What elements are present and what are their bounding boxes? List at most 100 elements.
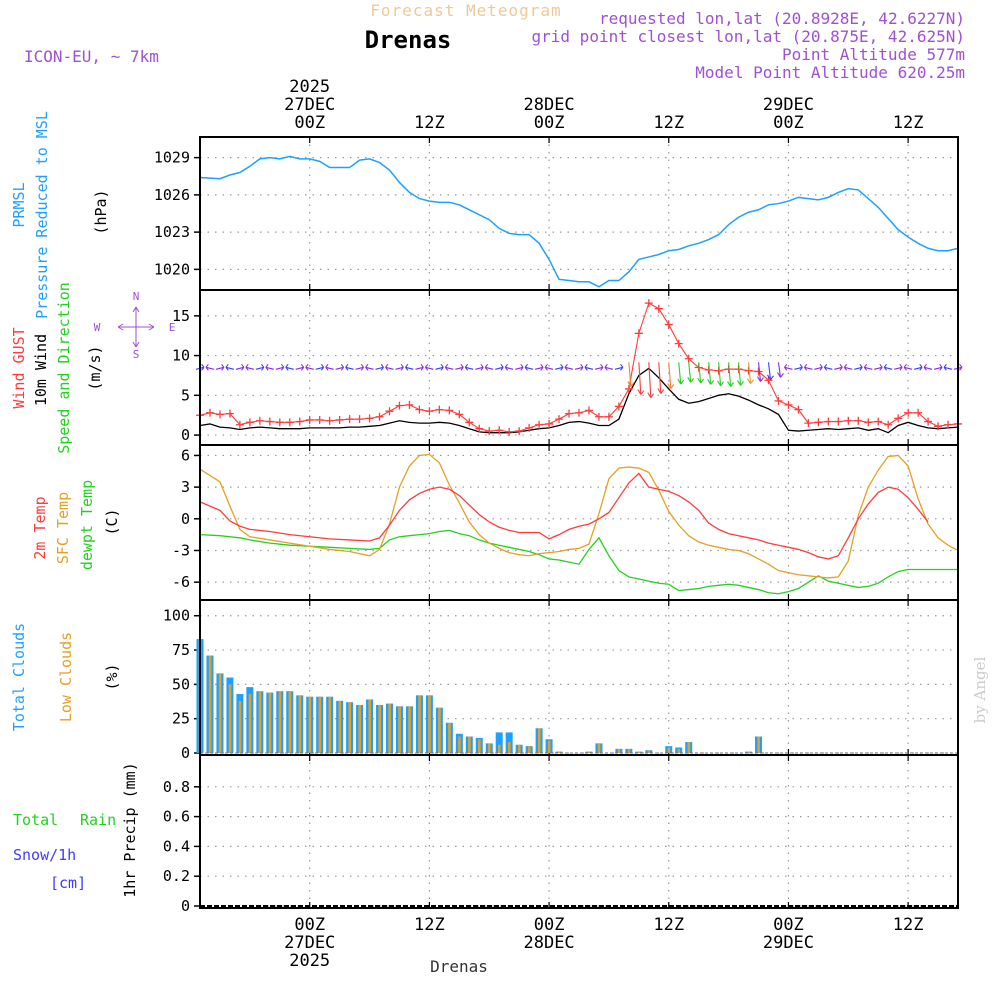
gust-marker (664, 320, 673, 329)
gust-marker (445, 406, 454, 415)
low-cloud-bar (428, 695, 431, 753)
low-cloud-bar (238, 700, 242, 753)
gust-marker (884, 420, 893, 429)
bottom-hour-12z-2: 12Z (893, 915, 924, 935)
gust-marker (904, 408, 913, 417)
wind-arrow (315, 363, 325, 371)
wind-arrow (255, 363, 265, 371)
wind-arrow (677, 362, 685, 385)
gust-marker (844, 416, 853, 425)
wind-arrow (794, 363, 803, 371)
wind-arrow (903, 363, 913, 371)
ytick-temperature-0: -6 (172, 573, 190, 591)
wind-arrow (285, 363, 294, 371)
ytick-pressure-3: 1029 (154, 149, 190, 167)
gust-marker (205, 408, 214, 417)
low-cloud-bar (408, 706, 411, 753)
top-hour-12z-2: 12Z (893, 113, 924, 133)
gust-marker (644, 299, 653, 308)
wind-arrow (647, 362, 655, 399)
panel-pressure: 1020 1023 1026 1029 (154, 137, 959, 290)
gust-marker (345, 415, 354, 424)
low-cloud-bar (747, 751, 750, 753)
low-cloud-bar (438, 707, 441, 753)
ytick-temperature-2: 0 (181, 510, 190, 528)
wind-arrow (504, 363, 514, 371)
gust-marker (854, 416, 863, 425)
gust-marker (565, 409, 574, 418)
wind-arrow (594, 363, 604, 371)
temp-sfc-label: SFC Temp (54, 492, 72, 564)
low-cloud-bar (248, 693, 252, 753)
gust-marker (894, 414, 903, 423)
gust-marker (874, 417, 883, 426)
gust-marker (784, 400, 793, 409)
low-cloud-bar (677, 748, 681, 753)
low-cloud-bar (637, 751, 641, 753)
pressure-label-2: Pressure Reduced to MSL (33, 111, 51, 319)
wind-arrow (614, 363, 624, 371)
gust-marker (395, 401, 404, 410)
low-cloud-bar (368, 699, 371, 753)
panel-frame-temperature (199, 444, 959, 601)
wind-arrow (784, 363, 793, 371)
low-cloud-bar (517, 744, 521, 753)
wind-arrow (843, 363, 853, 371)
ytick-wind-1: 5 (181, 386, 190, 404)
gust-marker (794, 405, 803, 414)
compass-s: S (133, 348, 140, 361)
low-cloud-bar (338, 700, 342, 753)
panel-clouds: 0 25 50 75 100 (163, 600, 958, 762)
temp-unit: (C) (103, 508, 121, 535)
wind-arrow (894, 363, 903, 371)
wind-gust-label: Wind GUST (10, 327, 28, 408)
top-hour-00z-2: 00Z (773, 113, 804, 133)
gust-marker (864, 418, 873, 427)
gust-marker (834, 417, 843, 426)
credit: by Angel (971, 656, 989, 723)
temp-dewpt-label: dewpt Temp (78, 480, 96, 570)
top-date-1: 28DEC (523, 95, 574, 115)
panels: 1020102310261029051015-6-303602550751000… (154, 136, 963, 915)
gust-marker (804, 419, 813, 428)
low-cloud-bar (597, 743, 601, 753)
wind-arrow (395, 363, 404, 371)
model-altitude: Model Point Altitude 620.25m (695, 63, 965, 82)
bottom-hour-00z-0: 00Z (294, 915, 325, 935)
wind-arrow (777, 362, 784, 378)
low-cloud-bar (468, 736, 471, 753)
gust-marker (914, 408, 923, 417)
wind-arrow (604, 363, 614, 371)
panel-precipitation: 0 0.2 0.4 0.6 0.8 (163, 755, 958, 915)
low-cloud-bar (478, 739, 481, 753)
wind-arrow (345, 363, 354, 371)
wind-arrow (515, 363, 524, 371)
ytick-precipitation-1: 0.2 (163, 867, 190, 885)
bottom-hour-12z-0: 12Z (414, 915, 445, 935)
dewpt-line (199, 529, 958, 595)
wind-arrow (757, 362, 764, 382)
panel-temperature: -6 -3 0 3 6 (172, 445, 959, 600)
gust-marker (425, 407, 434, 416)
gust-marker (614, 402, 623, 411)
low-cloud-bar (278, 691, 282, 753)
ytick-pressure-0: 1020 (154, 260, 190, 278)
low-cloud-bar (218, 673, 222, 753)
gust-marker (245, 418, 254, 427)
low-cloud-bar (587, 751, 591, 753)
pressure-unit: (hPa) (92, 189, 110, 234)
temp-side-labels: 2m Temp SFC Temp dewpt Temp (C) (31, 480, 121, 570)
low-cloud-bar (268, 692, 272, 753)
gust-marker (654, 304, 663, 313)
wind-arrow (717, 362, 725, 387)
wind-side-labels: Wind GUST 10m Wind Speed and Direction (… (10, 282, 175, 454)
wind-arrow (834, 363, 843, 371)
low-clouds-label: Low Clouds (57, 632, 75, 722)
wind-arrow (943, 363, 953, 371)
gust-marker (674, 339, 683, 348)
wind-arrow (637, 362, 645, 395)
wind-arrow (444, 363, 454, 371)
wind-arrow (464, 363, 474, 371)
precip-total-label: Total (13, 811, 58, 829)
